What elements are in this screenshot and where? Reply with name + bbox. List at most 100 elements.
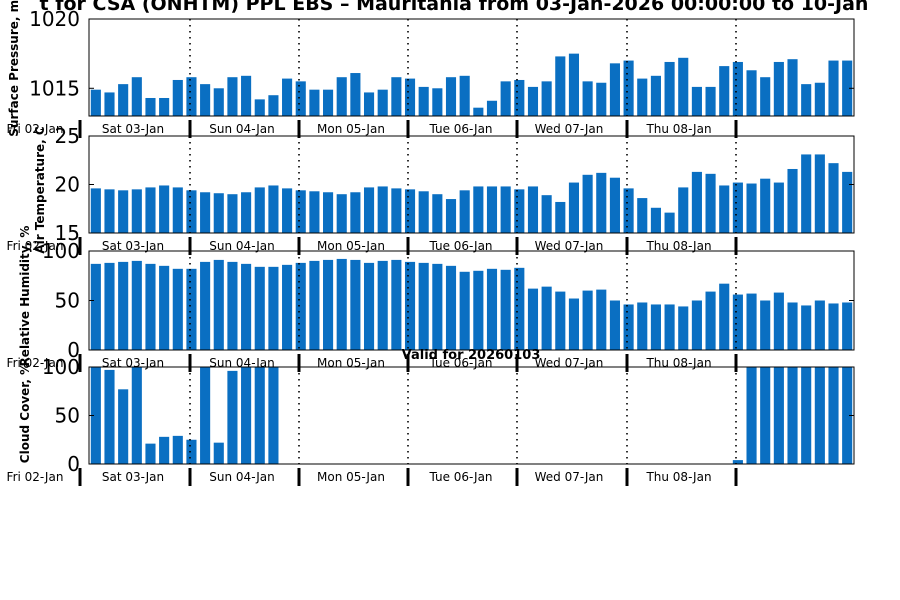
- bar: [568, 53, 580, 116]
- bar: [145, 263, 156, 350]
- bar: [159, 265, 170, 350]
- bar: [719, 66, 730, 116]
- bar: [527, 86, 539, 116]
- bar: [514, 79, 525, 116]
- y-axis-label: Cloud Cover, %: [18, 363, 32, 463]
- bar: [828, 163, 839, 233]
- x-day-label: Thu 08-Jan: [645, 470, 711, 484]
- bar: [828, 303, 839, 350]
- chart-subtitle: Valid for 20260103: [402, 348, 541, 363]
- bar: [732, 460, 743, 464]
- bar: [678, 187, 689, 233]
- x-start-label: Fri 02-Jan: [7, 356, 64, 370]
- bar: [801, 154, 812, 233]
- x-day-label: Tue 06-Jan: [428, 470, 492, 484]
- bar: [609, 177, 620, 233]
- bar: [172, 79, 183, 116]
- bar: [131, 189, 142, 233]
- bar: [377, 89, 388, 116]
- bar: [118, 261, 129, 350]
- bar: [527, 186, 539, 233]
- bar: [282, 264, 293, 350]
- bar: [391, 188, 402, 233]
- bar: [336, 258, 347, 350]
- x-day-label: Mon 05-Jan: [317, 470, 385, 484]
- bar: [541, 81, 552, 116]
- bar: [787, 367, 798, 464]
- bar: [172, 268, 183, 350]
- bar: [746, 183, 757, 233]
- x-day-label: Thu 08-Jan: [645, 356, 711, 370]
- y-tick-label: 0: [67, 452, 80, 476]
- bar: [650, 304, 661, 350]
- bar: [172, 435, 183, 464]
- bar: [582, 81, 593, 116]
- x-day-label: Sun 04-Jan: [209, 122, 274, 136]
- bar: [309, 89, 320, 116]
- bar: [705, 173, 716, 233]
- bar: [432, 194, 443, 233]
- bar: [159, 436, 170, 464]
- bar: [637, 302, 648, 350]
- bar: [486, 186, 498, 233]
- bar: [760, 300, 771, 350]
- bar: [664, 304, 675, 350]
- y-tick-label: 1015: [29, 76, 80, 100]
- bar: [186, 190, 197, 233]
- bar: [159, 185, 170, 233]
- bar: [705, 86, 716, 116]
- bar: [104, 262, 115, 350]
- bar: [268, 266, 279, 350]
- bar: [842, 367, 853, 464]
- bar: [596, 289, 607, 350]
- bar: [500, 269, 511, 350]
- bar: [186, 268, 197, 350]
- bar: [814, 367, 825, 464]
- bar: [568, 182, 580, 233]
- bar: [842, 60, 853, 116]
- x-day-label: Sun 04-Jan: [209, 239, 274, 253]
- bar: [295, 190, 306, 233]
- x-day-label: Sat 03-Jan: [102, 470, 164, 484]
- bar: [282, 78, 293, 116]
- bar: [773, 292, 784, 350]
- bar: [555, 56, 566, 116]
- bar: [746, 70, 757, 116]
- bar: [241, 367, 252, 464]
- bar: [650, 207, 661, 233]
- bar: [773, 182, 784, 233]
- bar: [418, 86, 429, 116]
- bar: [159, 97, 170, 116]
- bar: [555, 201, 566, 233]
- bar: [691, 171, 702, 233]
- bar: [541, 195, 552, 233]
- bar: [732, 294, 743, 350]
- bar: [732, 182, 743, 233]
- bar: [459, 75, 470, 116]
- bar: [309, 191, 320, 233]
- bar: [787, 59, 798, 116]
- y-tick-label: 1020: [29, 7, 80, 31]
- x-start-label: Fri 02-Jan: [7, 470, 64, 484]
- bar: [445, 199, 457, 233]
- bar: [309, 260, 320, 350]
- bar: [418, 262, 429, 350]
- y-tick-label: 100: [42, 355, 80, 379]
- bar: [459, 190, 470, 233]
- bar: [118, 84, 129, 116]
- bar: [227, 370, 238, 464]
- bar: [241, 192, 252, 233]
- bar: [514, 189, 525, 233]
- bar: [473, 186, 484, 233]
- bar: [145, 187, 156, 233]
- bar: [200, 84, 211, 116]
- bar: [377, 186, 388, 233]
- bar: [404, 189, 416, 233]
- bar: [732, 61, 743, 116]
- bar: [445, 77, 457, 116]
- bar: [691, 300, 702, 350]
- x-day-label: Mon 05-Jan: [317, 356, 385, 370]
- bar: [500, 186, 511, 233]
- bar: [323, 192, 334, 233]
